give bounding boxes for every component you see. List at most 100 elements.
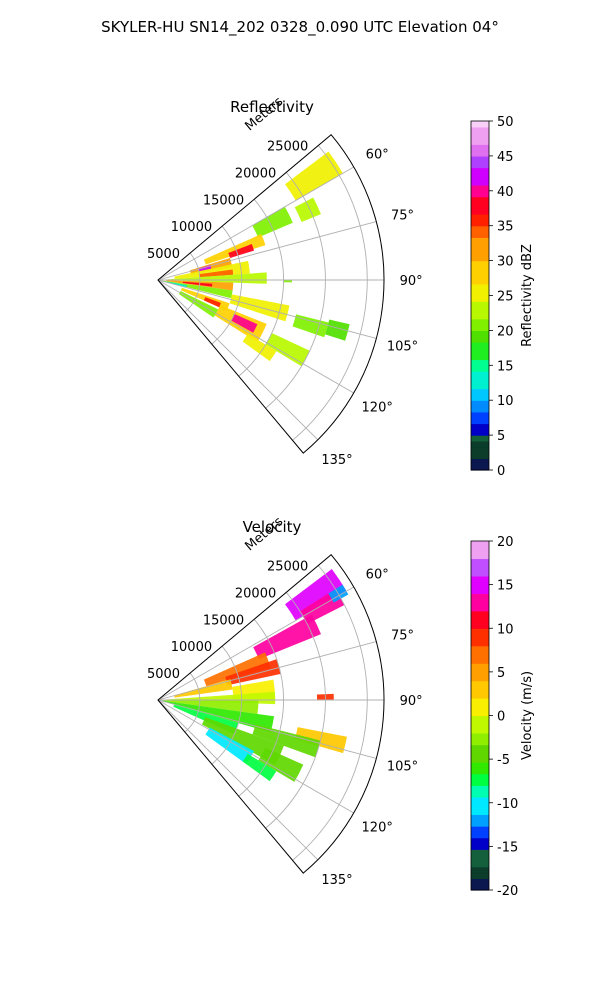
- colorbar-segment: [471, 721, 489, 728]
- sector-frame: [157, 134, 385, 454]
- range-tick-label: 15000: [203, 193, 244, 208]
- colorbar-segment: [471, 552, 489, 560]
- echo-cell-17: [325, 319, 350, 341]
- colorbar-segment: [471, 639, 489, 647]
- colorbar-segment: [471, 359, 489, 366]
- colorbar-segment: [471, 214, 489, 221]
- colorbar-segment: [471, 831, 489, 839]
- colorbar-tick-label: 30: [497, 255, 514, 270]
- colorbar-segment: [471, 365, 489, 372]
- colorbar-segment: [471, 744, 489, 751]
- colorbar-tick-label: 25: [497, 290, 514, 305]
- azimuth-tick-label: 60°: [366, 567, 389, 582]
- colorbar-segment: [471, 289, 489, 297]
- colorbar-segment: [471, 558, 489, 565]
- colorbar-segment: [471, 208, 489, 215]
- azimuth-spoke-5: [157, 279, 319, 441]
- colorbar-segment: [471, 616, 489, 624]
- range-ring-4: [292, 565, 368, 861]
- sector-frame: [157, 554, 385, 874]
- colorbar-segment: [471, 814, 489, 821]
- colorbar-segment: [471, 773, 489, 781]
- range-tick-label: 10000: [171, 640, 212, 655]
- colorbar-tick-label: -20: [497, 884, 518, 899]
- colorbar-segment: [471, 884, 489, 891]
- colorbar-segment: [471, 855, 489, 862]
- range-ring-1: [211, 225, 243, 345]
- velocity-title: Velocity: [243, 518, 302, 536]
- colorbar-tick-label: 40: [497, 185, 514, 200]
- colorbar-segment: [471, 440, 489, 448]
- range-ring-3: [265, 592, 326, 829]
- colorbar-segment: [471, 376, 489, 384]
- colorbar-segment: [471, 570, 489, 577]
- colorbar-segment: [471, 272, 489, 279]
- colorbar-segment: [471, 452, 489, 459]
- colorbar-segment: [471, 342, 489, 349]
- range-tick-label: 5000: [147, 247, 180, 262]
- echo-cell-19: [203, 297, 221, 308]
- echo-cell-10: [162, 700, 259, 714]
- colorbar-segment: [471, 347, 489, 355]
- colorbar-segment: [471, 692, 489, 699]
- colorbar-tick-label: 15: [497, 359, 514, 374]
- colorbar-segment: [471, 353, 489, 361]
- colorbar-segment: [471, 295, 489, 302]
- azimuth-spoke-5: [157, 699, 319, 861]
- colorbar-segment: [471, 651, 489, 658]
- echo-cell-23: [242, 333, 277, 362]
- echo-cell-4: [228, 244, 255, 258]
- azimuth-tick-label: 60°: [366, 147, 389, 162]
- echo-cell-16: [292, 314, 329, 338]
- colorbar-segment: [471, 820, 489, 827]
- echo-cell-3: [203, 234, 266, 265]
- azimuth-tick-label: 135°: [321, 873, 352, 888]
- colorbar-segment: [471, 546, 489, 554]
- colorbar-segment: [471, 411, 489, 419]
- range-tick-label: 25000: [267, 139, 308, 154]
- azimuth-tick-label: 75°: [391, 208, 414, 223]
- echo-cell-18: [242, 753, 277, 782]
- colorbar-tick-label: 5: [497, 429, 505, 444]
- colorbar-segment: [471, 860, 489, 868]
- colorbar-segment: [471, 878, 489, 885]
- echo-cell-4: [203, 652, 271, 687]
- azimuth-spoke-4: [157, 279, 354, 394]
- colorbar-segment: [471, 371, 489, 378]
- colorbar-segment: [471, 843, 489, 850]
- echo-cell-1: [252, 206, 293, 238]
- colorbar-segment: [471, 388, 489, 395]
- colorbar-segment: [471, 826, 489, 833]
- colorbar-segment: [471, 312, 489, 320]
- colorbar-segment: [471, 837, 489, 845]
- colorbar-segment: [471, 657, 489, 664]
- colorbar-segment: [471, 698, 489, 705]
- azimuth-tick-label: 135°: [321, 453, 352, 468]
- colorbar-segment: [471, 237, 489, 244]
- colorbar-tick-label: 50: [497, 115, 514, 130]
- colorbar-segment: [471, 587, 489, 594]
- colorbar-segment: [471, 750, 489, 757]
- azimuth-tick-label: 75°: [391, 628, 414, 643]
- colorbar-tick-label: 0: [497, 464, 505, 479]
- reflectivity-title: Reflectivity: [230, 98, 314, 116]
- colorbar-segment: [471, 132, 489, 140]
- azimuth-spoke-1: [157, 221, 377, 281]
- azimuth-spoke-3: [157, 279, 377, 339]
- colorbar-segment: [471, 248, 489, 256]
- colorbar-segment: [471, 196, 489, 204]
- colorbar-segment: [471, 663, 489, 670]
- reflectivity-panel: Reflectivity 500010000150002000025000Met…: [147, 94, 535, 479]
- colorbar-tick-label: 0: [497, 710, 505, 725]
- colorbar-segment: [471, 266, 489, 273]
- colorbar-segment: [471, 330, 489, 337]
- colorbar-segment: [471, 680, 489, 688]
- colorbar-segment: [471, 400, 489, 407]
- range-tick-label: 20000: [235, 586, 276, 601]
- colorbar-segment: [471, 575, 489, 583]
- colorbar-tick-label: 20: [497, 535, 514, 550]
- colorbar-segment: [471, 732, 489, 740]
- colorbar-segment: [471, 307, 489, 314]
- range-ring-3: [265, 172, 326, 409]
- velocity-colorbar: -20 -15 -10 -5 0 5 10 15 20 Velocity (m/s): [470, 535, 535, 899]
